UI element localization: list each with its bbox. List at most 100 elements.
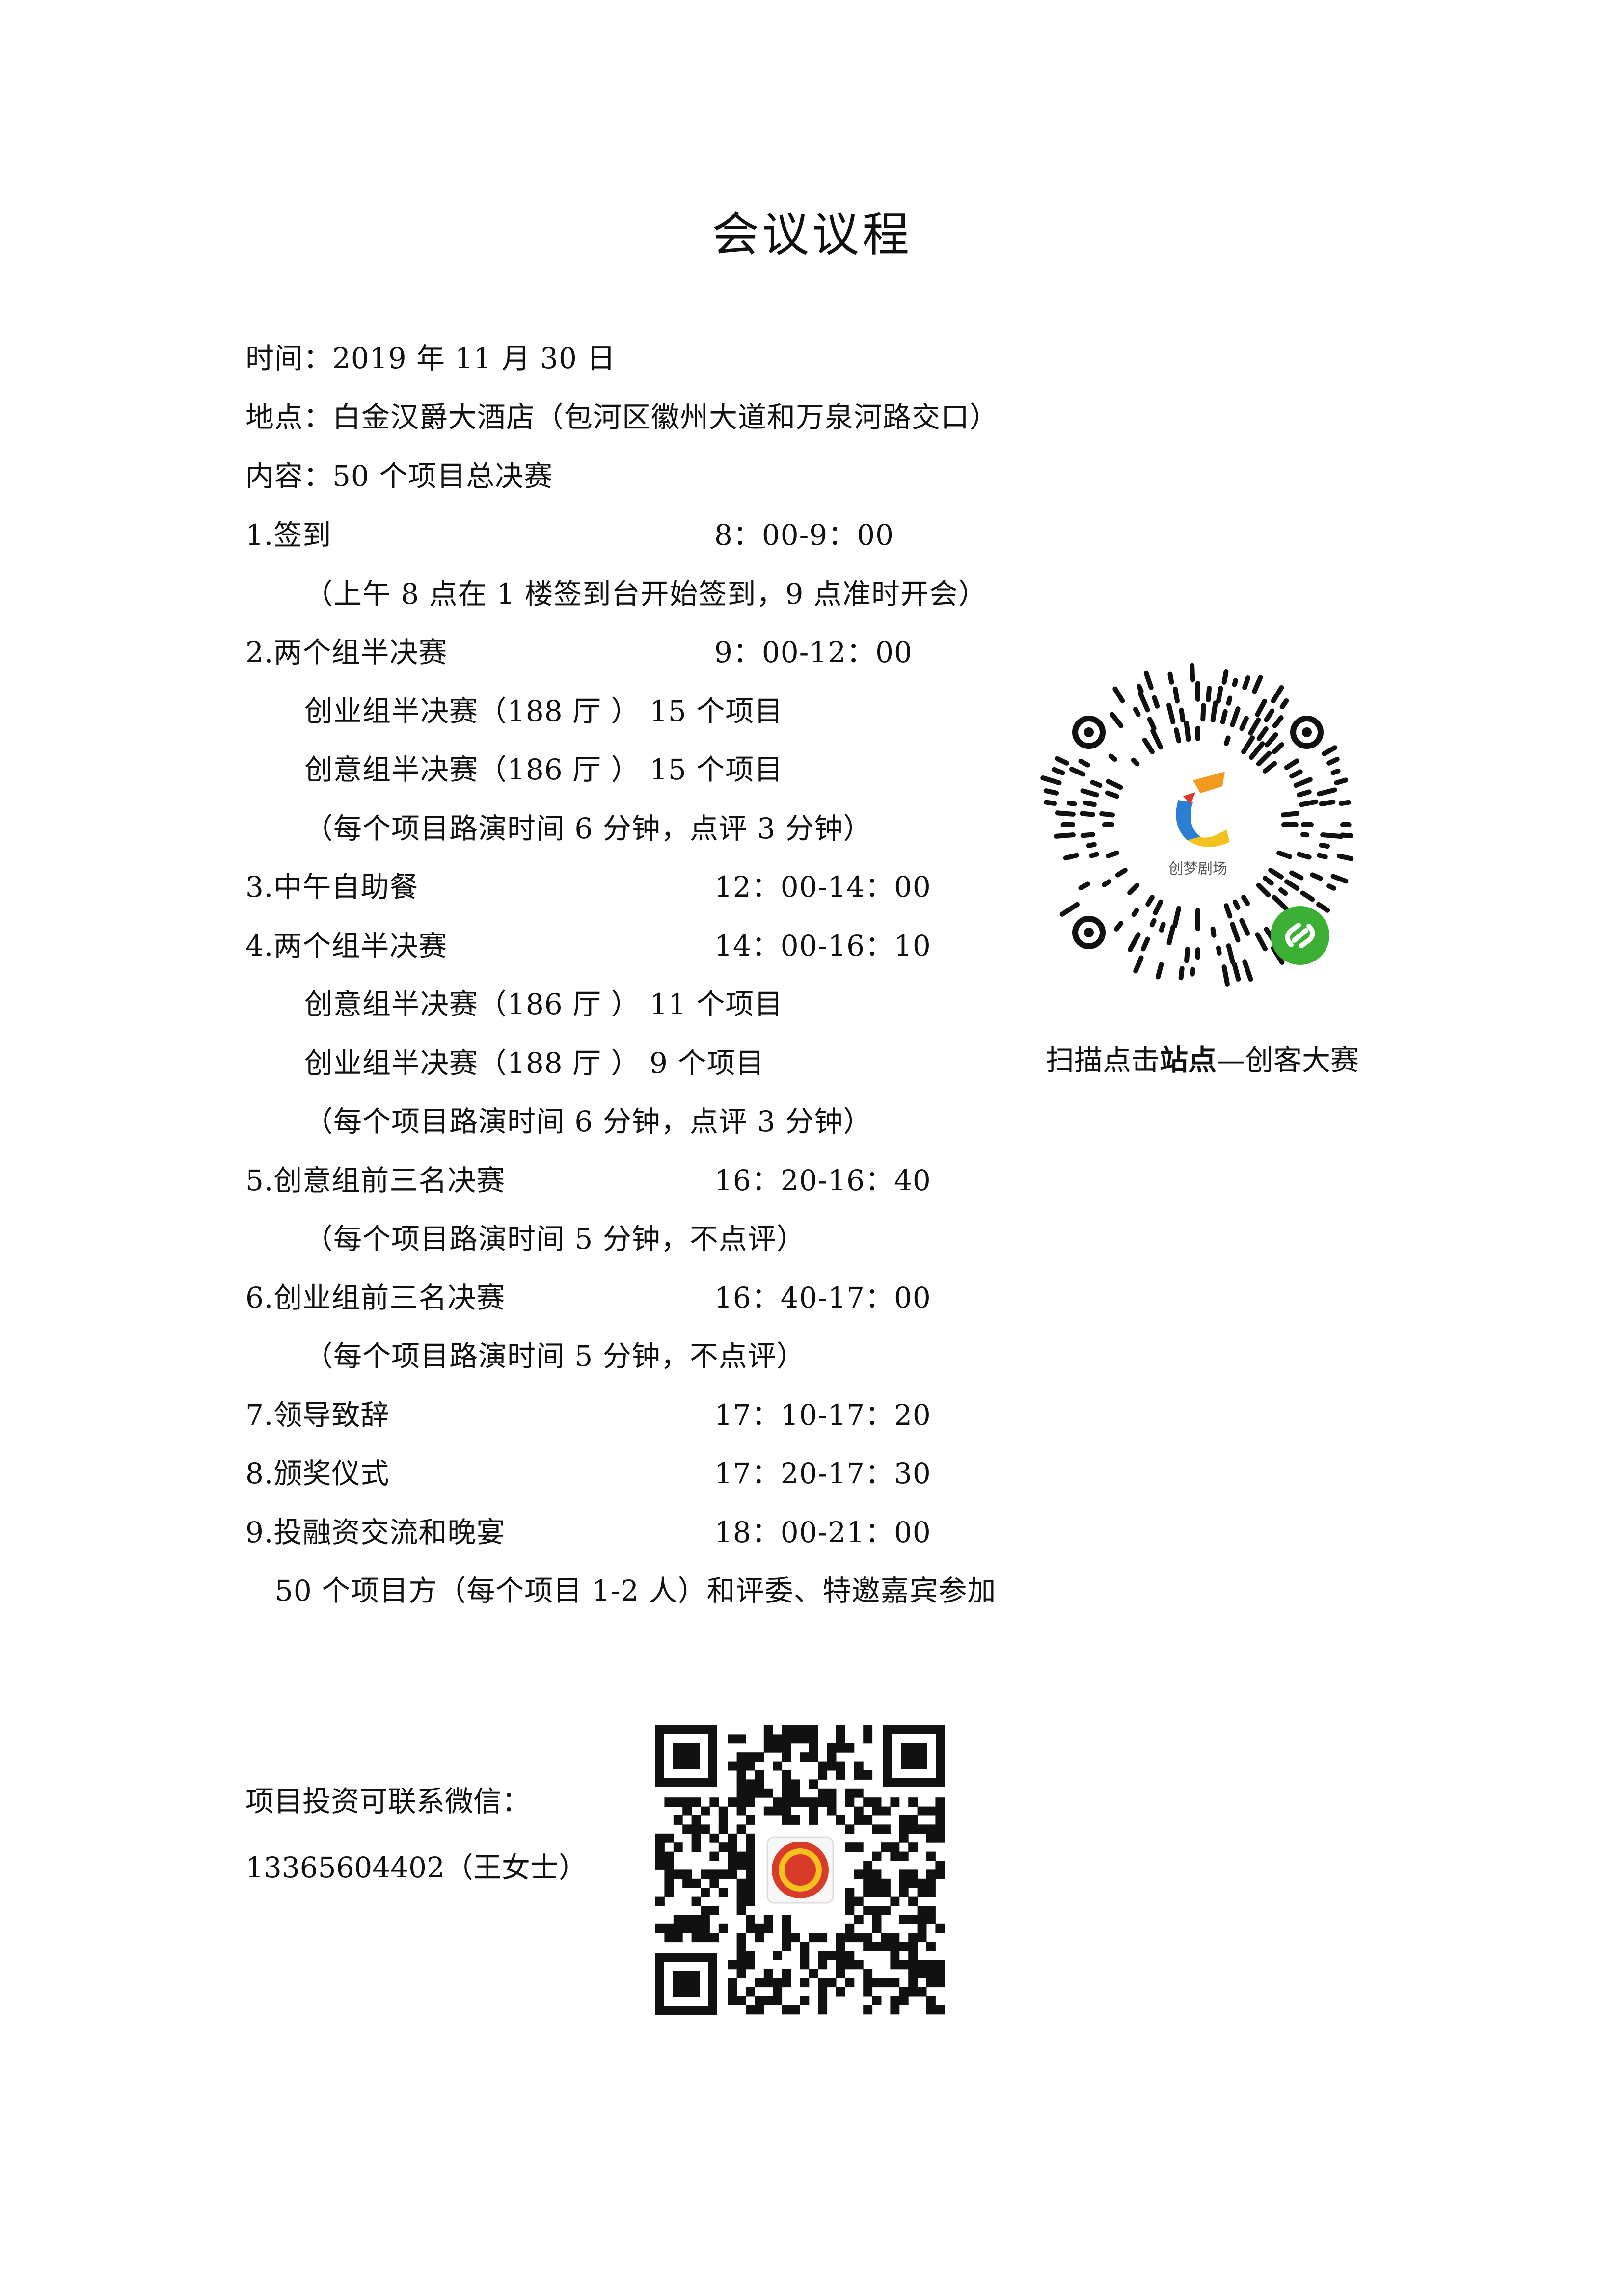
qr-module — [746, 1951, 755, 1960]
mp-code-ray — [1256, 882, 1271, 898]
qr-module — [755, 1933, 764, 1943]
qr-module — [854, 1770, 864, 1780]
qr-module — [827, 1797, 837, 1807]
agenda-item-label: 2.两个组半决赛 — [245, 636, 448, 669]
qr-module — [691, 1896, 701, 1906]
qr-module — [872, 1996, 882, 2005]
qr-module — [827, 1743, 837, 1753]
qr-module — [917, 1806, 927, 1816]
mp-code-ray — [1127, 932, 1141, 953]
mp-code-ray — [1223, 735, 1231, 746]
qr-module — [818, 1960, 828, 1970]
qr-finder-top-left — [655, 1725, 717, 1787]
mp-code-ray — [1137, 691, 1150, 713]
qr-module — [746, 1878, 755, 1888]
mp-code-ray — [1297, 852, 1312, 860]
qr-module — [746, 2005, 755, 2015]
mp-code-ray — [1317, 787, 1337, 797]
qr-module — [809, 1933, 818, 1943]
qr-module — [736, 1806, 746, 1816]
qr-module — [736, 1851, 746, 1861]
qr-module — [782, 1923, 791, 1933]
qr-module — [926, 1824, 936, 1834]
qr-module — [908, 1951, 918, 1960]
qr-module — [899, 1996, 909, 2005]
qr-module — [917, 1915, 927, 1924]
qr-module — [836, 1761, 845, 1771]
qr-module — [773, 1797, 783, 1807]
qr-module — [917, 1933, 927, 1943]
miniprogram-code[interactable]: 创梦剧场 — [1031, 658, 1365, 991]
qr-module — [782, 1797, 791, 1807]
agenda-item: 4.两个组半决赛 14：00-16：10 — [245, 926, 931, 965]
qr-module — [800, 1942, 810, 1951]
mp-code-ray — [1262, 761, 1277, 774]
qr-module — [845, 1797, 855, 1807]
qr-module — [890, 1933, 900, 1943]
mp-code-ray — [1155, 962, 1164, 980]
qr-module — [763, 1725, 773, 1735]
mp-code-ray — [1299, 799, 1319, 807]
qr-module — [827, 1806, 837, 1816]
qr-module — [755, 2005, 764, 2015]
mp-code-ray — [1055, 756, 1069, 766]
qr-module — [800, 1996, 810, 2005]
qr-module — [890, 1942, 900, 1951]
qr-module — [836, 1815, 845, 1825]
qr-module — [881, 1806, 891, 1816]
qr-module — [881, 1933, 891, 1943]
qr-module — [673, 1915, 683, 1924]
qr-module — [926, 1906, 936, 1915]
qr-module — [836, 1942, 845, 1951]
agenda-item-label: 5.创意组前三名决赛 — [245, 1163, 506, 1197]
qr-module — [682, 1806, 692, 1816]
qr-module — [917, 1906, 927, 1915]
mp-code-ray — [1143, 670, 1154, 690]
qr-module — [709, 1797, 719, 1807]
mp-code-ray — [1152, 695, 1160, 709]
qr-module — [673, 1933, 683, 1943]
qr-module — [854, 1788, 864, 1798]
creative-dream-logo: 创梦剧场 — [1124, 751, 1272, 898]
qr-module — [872, 1906, 882, 1915]
qr-module — [755, 1923, 764, 1933]
qr-module — [746, 1888, 755, 1897]
qr-module — [926, 1806, 936, 1816]
qr-module — [655, 1861, 665, 1870]
qr-module — [682, 1915, 692, 1924]
qr-module — [926, 1915, 936, 1924]
qr-module — [782, 1779, 791, 1789]
qr-module — [718, 1824, 728, 1834]
mp-code-ray — [1106, 850, 1119, 858]
qr-module — [854, 1960, 864, 1970]
qr-module — [782, 1806, 791, 1816]
qr-module — [782, 1942, 791, 1951]
qr-module — [854, 1896, 864, 1906]
qr-module — [899, 1960, 909, 1970]
qr-module — [863, 1878, 873, 1888]
qr-module — [908, 1815, 918, 1825]
qr-module — [818, 1951, 828, 1960]
agenda-item-time: 9：00-12：00 — [714, 636, 913, 669]
agenda-item-time: 14：00-16：10 — [714, 929, 931, 962]
qr-module — [908, 1797, 918, 1807]
qr-module — [691, 1815, 701, 1825]
qr-module — [728, 1960, 737, 1970]
qr-module — [782, 1915, 791, 1924]
mp-code-ray — [1210, 700, 1218, 723]
qr-module — [926, 1869, 936, 1879]
qr-module — [926, 1978, 936, 1988]
qr-module — [736, 1779, 746, 1789]
qr-module — [746, 1915, 755, 1924]
wechat-qr-code[interactable] — [655, 1725, 945, 2015]
qr-module — [773, 1734, 783, 1744]
agenda-note: （每个项目路演时间 5 分钟，不点评） — [304, 1339, 806, 1373]
qr-module — [736, 1770, 746, 1780]
agenda-item: 5.创意组前三名决赛 16：20-16：40 — [245, 1161, 931, 1200]
qr-module — [701, 1933, 710, 1943]
qr-module — [935, 1960, 945, 1970]
qr-module — [863, 1969, 873, 1978]
qr-module — [809, 1752, 818, 1762]
qr-module — [899, 1869, 909, 1879]
mp-code-ray — [1336, 854, 1354, 861]
